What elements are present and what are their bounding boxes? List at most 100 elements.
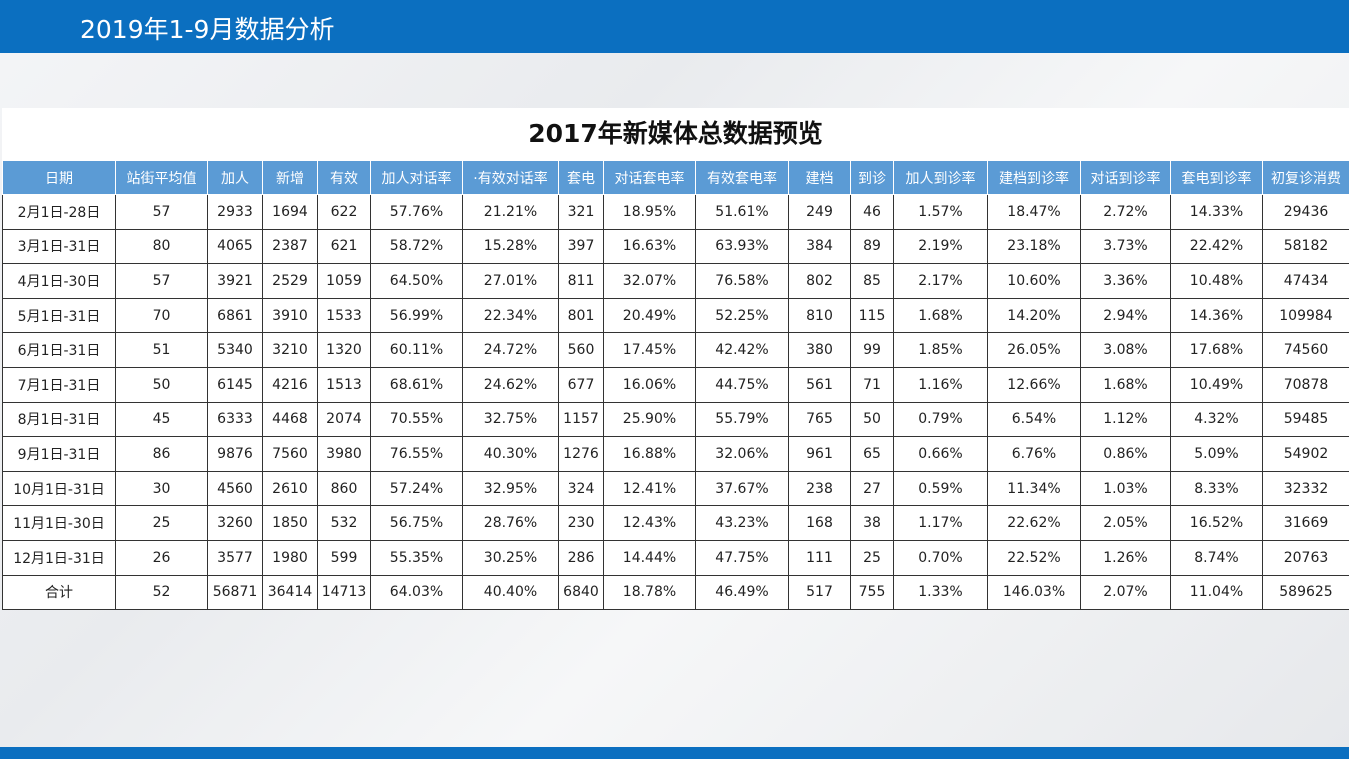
table-cell: 76.55% (370, 436, 463, 472)
table-cell: 238 (788, 470, 851, 507)
table-cell: 合计 (2, 574, 116, 611)
column-header: 加人对话率 (370, 160, 463, 195)
table-cell: 37.67% (695, 470, 789, 507)
table-cell: 1059 (317, 263, 371, 299)
table-cell: 6840 (558, 574, 604, 611)
table-cell: 14.33% (1170, 194, 1263, 230)
table-cell: 6月1日-31日 (2, 332, 116, 368)
table-cell: 22.42% (1170, 228, 1263, 265)
table-cell: 6145 (207, 366, 263, 403)
table-cell: 10.60% (987, 263, 1081, 299)
table-cell: 45 (115, 401, 208, 438)
table-cell: 324 (558, 470, 604, 507)
column-header: 加人 (207, 160, 263, 195)
table-cell: 17.68% (1170, 332, 1263, 368)
table-cell: 11.34% (987, 470, 1081, 507)
header-row: 日期 站街平均值 加人 新增 有效 加人对话率 ·有效对话率 套电 对话套电率 有效套电率 建档 到诊… (2, 160, 1349, 195)
table-cell: 7月1日-31日 (2, 366, 116, 403)
table-cell: 11月1日-30日 (2, 505, 116, 541)
table-cell: 22.34% (462, 297, 559, 334)
table-cell: 0.86% (1080, 436, 1171, 472)
table-cell: 44.75% (695, 366, 789, 403)
table-cell: 20.49% (603, 297, 696, 334)
table-row: 3月1日-31日 80 4065 2387 621 58.72% 15.28% 397 16.6… (2, 228, 1349, 265)
table-cell: 115 (850, 297, 894, 334)
table-cell: 801 (558, 297, 604, 334)
table-cell: 12.66% (987, 366, 1081, 403)
column-header: ·有效对话率 (462, 160, 559, 195)
table-cell: 32.07% (603, 263, 696, 299)
table-cell: 111 (788, 539, 851, 576)
table-cell: 3980 (317, 436, 371, 472)
table-cell: 58.72% (370, 228, 463, 265)
column-header: 建档 (788, 160, 851, 195)
table-cell: 3210 (262, 332, 318, 368)
table-cell: 1.57% (893, 194, 988, 230)
table-cell: 380 (788, 332, 851, 368)
table-cell: 3577 (207, 539, 263, 576)
table-row: 8月1日-31日 45 6333 4468 2074 70.55% 32.75% 1157 25… (2, 401, 1349, 438)
column-header: 初复诊消费 (1262, 160, 1349, 195)
table-cell: 1.03% (1080, 470, 1171, 507)
table-cell: 1.33% (893, 574, 988, 611)
table-cell: 28.76% (462, 505, 559, 541)
table-cell: 68.61% (370, 366, 463, 403)
table-row: 2月1日-28日 57 2933 1694 622 57.76% 21.21% 321 18.9… (2, 194, 1349, 230)
table-cell: 3921 (207, 263, 263, 299)
table-cell: 4560 (207, 470, 263, 507)
table-cell: 8月1日-31日 (2, 401, 116, 438)
table-row: 合计 52 56871 36414 14713 64.03% 40.40% 6840 18.78… (2, 574, 1349, 611)
table-cell: 52 (115, 574, 208, 611)
table-cell: 2933 (207, 194, 263, 230)
table-cell: 8.74% (1170, 539, 1263, 576)
table-row: 4月1日-30日 57 3921 2529 1059 64.50% 27.01% 811 32.… (2, 263, 1349, 299)
table-cell: 2.17% (893, 263, 988, 299)
table-cell: 21.21% (462, 194, 559, 230)
table-cell: 811 (558, 263, 604, 299)
table-cell: 384 (788, 228, 851, 265)
table-cell: 6333 (207, 401, 263, 438)
column-header: 对话到诊率 (1080, 160, 1171, 195)
table-cell: 168 (788, 505, 851, 541)
table-cell: 860 (317, 470, 371, 507)
column-header: 日期 (2, 160, 116, 195)
page-title: 2019年1-9月数据分析 (80, 15, 335, 44)
table-cell: 599 (317, 539, 371, 576)
table-cell: 517 (788, 574, 851, 611)
table-cell: 89 (850, 228, 894, 265)
table-cell: 10月1日-31日 (2, 470, 116, 507)
table-cell: 55.79% (695, 401, 789, 438)
table-cell: 1.68% (893, 297, 988, 334)
table-cell: 71 (850, 366, 894, 403)
table-cell: 802 (788, 263, 851, 299)
table-cell: 561 (788, 366, 851, 403)
table-cell: 70.55% (370, 401, 463, 438)
table-cell: 1.85% (893, 332, 988, 368)
table-cell: 765 (788, 401, 851, 438)
table-cell: 57 (115, 263, 208, 299)
table-row: 6月1日-31日 51 5340 3210 1320 60.11% 24.72% 560 17.… (2, 332, 1349, 368)
table-cell: 249 (788, 194, 851, 230)
table-cell: 2.72% (1080, 194, 1171, 230)
table-cell: 30 (115, 470, 208, 507)
table-cell: 55.35% (370, 539, 463, 576)
table-cell: 1513 (317, 366, 371, 403)
table-cell: 589625 (1262, 574, 1349, 611)
table-cell: 321 (558, 194, 604, 230)
table-cell: 1276 (558, 436, 604, 472)
table-cell: 15.28% (462, 228, 559, 265)
table-cell: 3260 (207, 505, 263, 541)
table-cell: 32332 (1262, 470, 1349, 507)
column-header: 新增 (262, 160, 318, 195)
column-header: 加人到诊率 (893, 160, 988, 195)
table-cell: 146.03% (987, 574, 1081, 611)
table-cell: 532 (317, 505, 371, 541)
table-cell: 2529 (262, 263, 318, 299)
table-cell: 85 (850, 263, 894, 299)
table-cell: 63.93% (695, 228, 789, 265)
table-cell: 54902 (1262, 436, 1349, 472)
table-cell: 22.52% (987, 539, 1081, 576)
table-cell: 12.43% (603, 505, 696, 541)
table-cell: 1.26% (1080, 539, 1171, 576)
